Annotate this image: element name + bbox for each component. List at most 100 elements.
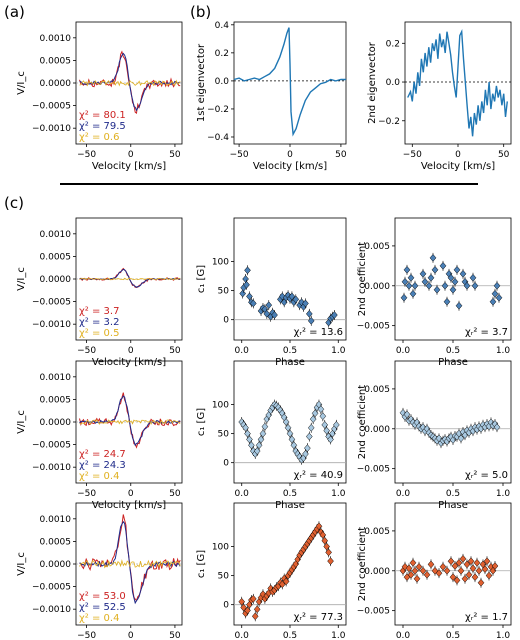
y-tick-label: 0.005 (364, 242, 390, 252)
data-point (321, 421, 329, 429)
x-tick-label: −50 (77, 631, 96, 640)
x-tick-label: 0.0 (235, 346, 250, 356)
data-point (441, 281, 449, 290)
y-tick-label: 100 (212, 401, 229, 411)
data-point (421, 277, 429, 286)
data-point (457, 566, 465, 575)
chi2-annotation: χ² = 79.5 (79, 121, 126, 132)
x-axis-label: Phase (438, 357, 468, 368)
x-tick-label: 1.0 (496, 631, 511, 640)
chart-c-r1-profile: −50 0 50 0.0010 0.0005 0.0000 −0.0005 −0.0010 Ve… (16, 217, 183, 368)
data-point (471, 573, 479, 582)
y-tick-label: −0.2 (378, 117, 400, 127)
y-axis-label: c₁ [G] (196, 408, 207, 436)
panel-label-c: (c) (4, 194, 24, 212)
y-tick-label: 0 (223, 601, 229, 611)
y-tick-label: −0.4 (207, 133, 229, 143)
data-point (485, 571, 493, 580)
data-point (451, 277, 459, 286)
series-observed (79, 392, 181, 449)
chi2-annotation: χ² = 0.5 (79, 328, 119, 339)
data-point (493, 281, 501, 290)
data-point (439, 261, 447, 270)
chart-c-r3-c2: 0.0 0.5 1.0 0.005 0.000 −0.005 Phase 2nd coeffi… (357, 502, 512, 640)
data-point (439, 562, 447, 571)
x-tick-label: 0 (128, 150, 134, 160)
data-point (475, 566, 483, 575)
data-point (471, 281, 479, 290)
data-point (409, 558, 417, 567)
data-point (244, 429, 251, 438)
y-axis-label: c₁ [G] (196, 550, 207, 578)
data-point (451, 562, 459, 570)
x-tick-label: 0 (128, 489, 134, 499)
data-point (265, 301, 273, 310)
data-point (469, 273, 477, 282)
data-point (249, 299, 257, 308)
data-point (491, 289, 499, 298)
x-tick-label: 0 (128, 631, 134, 640)
chi2-annotation: χ² = 0.4 (79, 471, 119, 482)
series-null (79, 79, 181, 87)
chart-c-r2-c1: 0.0 0.5 1.0 0 50 100 Phase c₁ [G] χᵣ² = 40.9 (196, 360, 347, 511)
data-point (239, 289, 247, 298)
chi2-annotation: χ² = 52.5 (79, 602, 126, 613)
data-point (427, 273, 435, 282)
data-point (246, 292, 253, 301)
y-axis-label: 1st eigenvector (196, 43, 207, 122)
y-tick-label: 0.0010 (40, 230, 72, 240)
x-tick-label: 1.0 (331, 346, 346, 356)
data-point (401, 277, 409, 286)
data-point (400, 293, 408, 302)
charts-layer: −50 0 500.00100.00050.0000−0.0005−0.0010Ve… (16, 21, 512, 640)
x-tick-label: 0.5 (446, 631, 460, 640)
chi2r-annotation: χᵣ² = 13.6 (294, 327, 343, 338)
data-point (453, 576, 461, 585)
y-tick-label: −0.005 (357, 607, 390, 617)
y-tick-label: 0.0 (215, 77, 230, 87)
data-point (415, 562, 423, 571)
y-axis-label: c₁ [G] (196, 265, 207, 293)
x-tick-label: 0.0 (396, 489, 411, 499)
data-point (284, 423, 292, 432)
y-axis-label: 2nd coefficient (357, 527, 368, 601)
x-tick-label: −50 (77, 150, 96, 160)
data-point (481, 565, 489, 574)
data-point (304, 444, 311, 453)
data-point (288, 435, 296, 444)
data-point (469, 564, 477, 573)
data-point (244, 266, 251, 275)
data-point (447, 557, 455, 566)
data-point (278, 292, 286, 301)
series-null (79, 277, 181, 281)
data-point (315, 522, 323, 531)
y-tick-label: 0 (223, 459, 229, 469)
data-point (407, 570, 415, 579)
data-point (325, 548, 332, 557)
x-tick-label: 50 (498, 150, 510, 160)
y-tick-label: −0.0005 (32, 102, 71, 112)
y-tick-label: −0.0010 (32, 320, 71, 330)
x-tick-label: −50 (403, 150, 422, 160)
x-axis-label: Phase (438, 500, 468, 511)
chart-c-r3-profile: −50 0 50 0.0010 0.0005 0.0000 −0.0005 −0.0010 Ve… (16, 502, 183, 640)
data-point (246, 435, 253, 444)
y-tick-label: −0.0010 (32, 124, 71, 134)
y-axis-label: V/I_c (16, 410, 27, 434)
data-point (459, 269, 467, 278)
y-axis-label: V/I_c (16, 71, 27, 95)
x-axis-label: Velocity [km/s] (92, 500, 166, 511)
data-point (459, 554, 467, 563)
y-tick-label: 0.0 (386, 78, 401, 88)
series-observed (79, 267, 181, 289)
data-point (307, 316, 315, 325)
chi2-annotation: χ² = 24.3 (79, 460, 126, 471)
data-point (251, 612, 259, 621)
x-tick-label: 0 (455, 150, 461, 160)
x-tick-label: 50 (169, 631, 181, 640)
data-point (461, 574, 469, 583)
y-tick-label: 50 (218, 430, 230, 440)
data-point (463, 560, 471, 569)
x-tick-label: 1.0 (496, 346, 511, 356)
